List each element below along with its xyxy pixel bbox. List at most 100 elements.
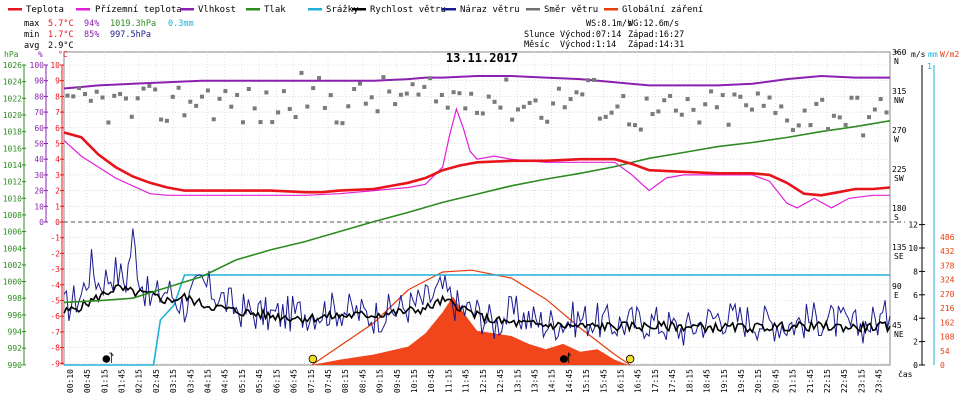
wind-direction-point xyxy=(632,123,637,128)
dir-tick-deg: 315 xyxy=(892,87,907,96)
x-tick-label: 00:45 xyxy=(83,369,92,393)
rad-tick-label: 162 xyxy=(940,318,955,327)
c-tick-label: -1 xyxy=(50,234,60,243)
x-tick-label: 03:15 xyxy=(169,369,178,393)
wind-direction-point xyxy=(650,112,655,117)
ms-tick-label: 6 xyxy=(913,291,918,300)
wind-direction-point xyxy=(375,109,380,114)
wind-direction-point xyxy=(867,115,872,120)
hpa-tick-label: 1018 xyxy=(3,128,22,137)
dir-tick-label: S xyxy=(894,213,899,222)
time-unit-label: čas xyxy=(898,369,913,379)
wind-direction-point xyxy=(77,86,82,91)
legend-swatch-vlhkost xyxy=(180,8,194,11)
rad-tick-label: 324 xyxy=(940,276,955,285)
series-rychlost-vetru xyxy=(63,283,891,335)
dir-tick-deg: 45 xyxy=(892,321,902,330)
sunset-marker xyxy=(625,354,635,364)
legend-swatch-teplota xyxy=(8,8,22,11)
wind-direction-point xyxy=(861,133,866,138)
legend-swatch-rychlost-vetru xyxy=(352,8,366,11)
series-layer xyxy=(63,70,891,366)
wind-direction-point xyxy=(422,84,427,89)
c-tick-label: 6 xyxy=(55,124,60,133)
wind-direction-point xyxy=(521,104,526,109)
wind-direction-point xyxy=(732,92,737,97)
wind-direction-point xyxy=(65,93,70,98)
moonset-arrow-head xyxy=(566,351,572,363)
wind-direction-point xyxy=(691,107,696,112)
sunrise-marker xyxy=(308,354,318,364)
wind-direction-point xyxy=(463,106,468,111)
wind-direction-point xyxy=(802,108,807,113)
c-unit-label: °C xyxy=(58,50,68,59)
wind-direction-point xyxy=(194,103,199,108)
pct-tick-label: 80 xyxy=(34,92,44,101)
dir-tick-label: N xyxy=(894,57,899,66)
wind-direction-point xyxy=(480,111,485,116)
pct-tick-label: 0 xyxy=(39,218,44,227)
stats-max-temp: 5.7°C xyxy=(48,19,74,29)
wind-direction-point xyxy=(533,98,538,103)
wind-direction-point xyxy=(603,114,608,119)
info-sun-rise: Východ:07:14 xyxy=(560,30,621,40)
wind-direction-point xyxy=(264,90,269,95)
wind-direction-point xyxy=(527,100,532,105)
x-tick-label: 12:45 xyxy=(496,369,505,393)
rad-tick-label: 0 xyxy=(940,361,945,370)
wind-direction-point xyxy=(709,89,714,94)
hpa-tick-label: 1016 xyxy=(3,144,22,153)
pct-tick-label: 100 xyxy=(30,61,45,70)
dir-tick-deg: 360 xyxy=(892,48,907,57)
hpa-tick-label: 1022 xyxy=(3,94,22,103)
stats-block: max 5.7°C 94% 1019.3hPa 0.3mm min 1.7°C … xyxy=(24,19,194,51)
wind-direction-point xyxy=(229,104,234,109)
c-tick-label: -8 xyxy=(50,344,60,353)
wind-direction-point xyxy=(814,101,819,106)
info-sun-set: Západ:16:27 xyxy=(628,30,684,40)
dir-tick-deg: 225 xyxy=(892,165,907,174)
wind-direction-point xyxy=(556,86,561,91)
series-srazky xyxy=(64,274,890,366)
wind-direction-point xyxy=(112,93,117,98)
series-prizemni-teplota xyxy=(63,106,890,209)
legend-label-naraz-vetru: Náraz větru xyxy=(460,5,520,15)
hpa-tick-label: 992 xyxy=(8,344,23,353)
wind-direction-point xyxy=(287,106,292,111)
legend-label-tlak: Tlak xyxy=(264,5,286,15)
wind-direction-point xyxy=(703,102,708,107)
stats-min-hum: 85% xyxy=(84,30,99,40)
wind-direction-point xyxy=(200,94,205,99)
c-tick-label: 8 xyxy=(55,92,60,101)
dir-tick-label: SE xyxy=(894,252,904,261)
wind-direction-point xyxy=(363,101,368,106)
wind-direction-point xyxy=(510,117,515,122)
legend-swatch-smer-vetru xyxy=(526,8,540,11)
x-tick-label: 07:15 xyxy=(307,369,316,393)
wind-direction-point xyxy=(393,102,398,107)
c-tick-label: -7 xyxy=(50,328,60,337)
hpa-tick-label: 1010 xyxy=(3,194,22,203)
c-tick-label: 0 xyxy=(55,218,60,227)
c-tick-label: 4 xyxy=(55,155,60,164)
x-tick-label: 14:15 xyxy=(548,369,557,393)
x-tick-label: 12:15 xyxy=(479,369,488,393)
series-teplota xyxy=(63,131,891,197)
pct-tick-label: 10 xyxy=(34,202,44,211)
wind-direction-point xyxy=(744,103,749,108)
x-tick-label: 19:45 xyxy=(737,369,746,393)
c-tick-label: -2 xyxy=(50,249,60,258)
dir-tick-deg: 270 xyxy=(892,126,907,135)
wind-direction-point xyxy=(352,87,357,92)
wind-direction-point xyxy=(322,105,327,110)
wind-direction-point xyxy=(317,76,322,81)
wind-direction-point xyxy=(469,91,474,96)
c-tick-label: 9 xyxy=(55,77,60,86)
x-tick-label: 10:45 xyxy=(427,369,436,393)
wind-direction-point xyxy=(88,98,93,103)
wind-direction-point xyxy=(293,115,298,120)
x-tick-label: 20:15 xyxy=(754,369,763,393)
c-tick-label: 7 xyxy=(55,108,60,117)
ms-tick-label: 2 xyxy=(913,338,918,347)
x-tick-label: 08:15 xyxy=(341,369,350,393)
